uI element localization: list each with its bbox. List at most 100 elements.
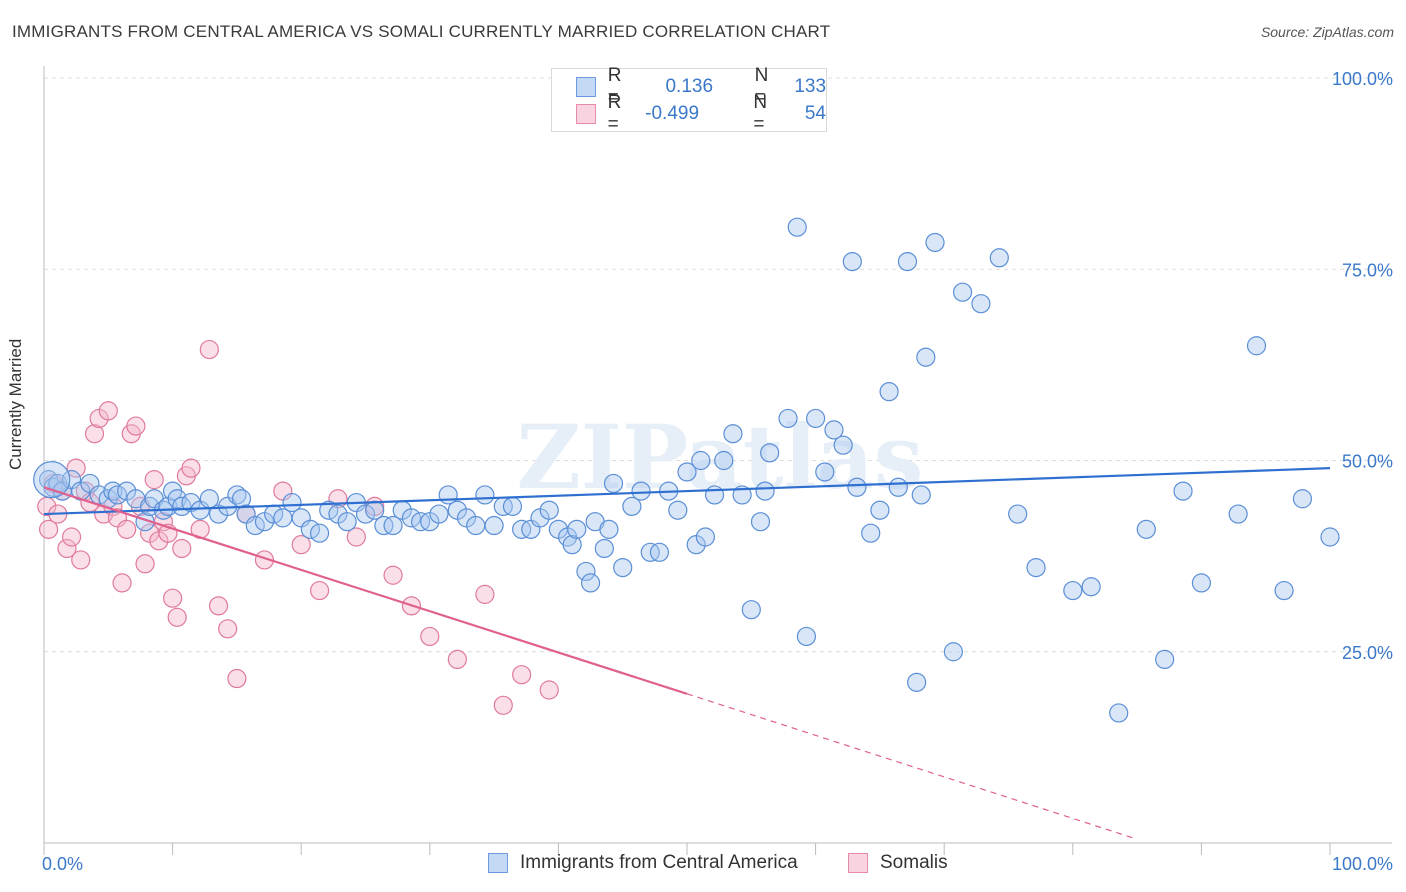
- central-america-point: [971, 294, 991, 314]
- central-america-point: [741, 600, 761, 620]
- legend-n-label: N =: [753, 92, 768, 135]
- somalis-point: [117, 519, 137, 539]
- central-america-point: [907, 672, 927, 692]
- central-america-point: [778, 408, 798, 429]
- central-america-point: [599, 519, 619, 539]
- central-america-point: [1320, 527, 1340, 547]
- central-america-point: [888, 477, 908, 497]
- central-america-point: [760, 443, 780, 463]
- central-america-point: [755, 481, 775, 501]
- series-legend-central-america[interactable]: Immigrants from Central America: [488, 852, 798, 874]
- series-legend-somalis[interactable]: Somalis: [848, 852, 948, 874]
- somalis-point: [475, 584, 495, 604]
- central-america-point: [594, 538, 614, 559]
- y-tick-label: 25.0%: [1342, 643, 1393, 663]
- somalis-point: [126, 416, 146, 436]
- central-america-point: [796, 626, 817, 647]
- central-america-point: [1008, 504, 1028, 524]
- somalis-point: [227, 668, 247, 689]
- legend-row-somalis: R = -0.499 N = 54: [576, 92, 826, 135]
- somalis-point: [539, 680, 559, 700]
- central-america-point: [1081, 577, 1101, 597]
- central-america-point: [484, 515, 504, 536]
- somalis-point: [163, 588, 183, 608]
- somalis-point: [181, 458, 201, 478]
- somalis-point: [199, 339, 219, 360]
- central-america-point: [466, 515, 486, 536]
- central-america-point: [704, 485, 725, 505]
- central-america-point: [847, 477, 867, 497]
- central-america-point: [925, 232, 945, 253]
- somalis-point: [208, 596, 229, 616]
- central-america-point: [723, 424, 743, 444]
- legend-n-value: 54: [804, 103, 826, 124]
- legend-r-value: -0.499: [645, 103, 700, 124]
- central-america-point: [677, 462, 697, 482]
- legend-swatch-pink: [576, 104, 596, 124]
- somalis-point: [512, 665, 532, 685]
- central-america-points: [33, 217, 1340, 723]
- legend-r-value: 0.136: [665, 76, 714, 97]
- legend-n-value: 133: [794, 76, 827, 97]
- central-america-point: [337, 512, 357, 532]
- central-america-point: [649, 542, 670, 562]
- central-america-trend: [43, 467, 1331, 516]
- central-america-point: [714, 450, 734, 471]
- central-america-point: [383, 515, 403, 536]
- central-america-point: [1109, 703, 1129, 723]
- central-america-point: [952, 282, 973, 302]
- somalis-trend: [43, 486, 688, 695]
- central-america-point: [897, 252, 918, 272]
- grid-lines: [44, 77, 1392, 653]
- somalis-point: [346, 527, 366, 547]
- central-america-point: [695, 527, 715, 547]
- central-america-point: [787, 217, 807, 237]
- central-america-point: [580, 573, 601, 593]
- central-america-point: [429, 504, 449, 524]
- central-america-point: [613, 557, 633, 578]
- y-tick-label: 75.0%: [1342, 260, 1393, 280]
- legend-row-central-america: R = 0.136 N = 133: [576, 65, 827, 108]
- somalis-point: [71, 550, 91, 570]
- central-america-point: [1228, 504, 1248, 524]
- somalis-point: [167, 607, 187, 627]
- central-america-point: [833, 435, 853, 455]
- central-america-point: [622, 496, 642, 516]
- series-swatch-pink: [848, 853, 868, 873]
- central-america-point: [1191, 573, 1212, 593]
- central-america-point: [943, 642, 963, 662]
- chart-source: Source: ZipAtlas.com: [1260, 24, 1394, 40]
- axes: [43, 66, 1392, 855]
- central-america-point: [539, 500, 559, 520]
- somalis-point: [218, 619, 238, 639]
- central-america-point: [567, 519, 587, 539]
- x-tick-label: 100.0%: [1332, 854, 1393, 874]
- series-label: Immigrants from Central America: [520, 852, 798, 873]
- central-america-point: [33, 461, 71, 499]
- tick-labels: 25.0% 50.0% 75.0% 100.0% 0.0% 100.0%: [42, 69, 1393, 874]
- central-america-point: [1063, 580, 1083, 601]
- central-america-point: [309, 523, 330, 543]
- somalis-point: [383, 565, 403, 585]
- somalis-point: [309, 580, 330, 601]
- y-tick-label: 100.0%: [1332, 69, 1393, 89]
- somalis-point: [112, 573, 132, 593]
- central-america-point: [603, 473, 624, 494]
- somalis-point: [84, 424, 105, 444]
- central-america-point: [861, 523, 881, 543]
- chart-title: IMMIGRANTS FROM CENTRAL AMERICA VS SOMAL…: [12, 22, 831, 41]
- series-label: Somalis: [880, 852, 948, 873]
- central-america-point: [879, 382, 899, 402]
- central-america-point: [824, 420, 844, 440]
- central-america-point: [475, 485, 495, 505]
- central-america-point: [805, 408, 826, 429]
- central-america-point: [691, 450, 711, 471]
- x-tick-label: 0.0%: [42, 854, 83, 874]
- central-america-point: [916, 347, 936, 367]
- watermark-text: ZIPatlas: [517, 405, 924, 509]
- somalis-points: [37, 339, 559, 715]
- central-america-point: [562, 535, 582, 555]
- central-america-point: [1173, 481, 1193, 501]
- central-america-point: [1274, 580, 1294, 601]
